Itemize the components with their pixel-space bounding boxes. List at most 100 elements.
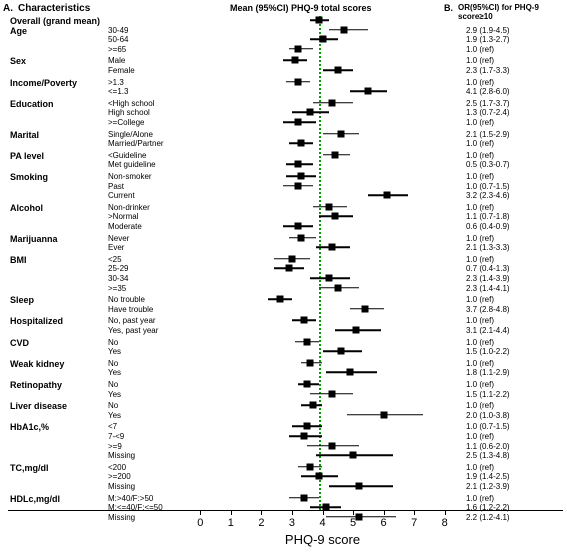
level-label: Male bbox=[108, 56, 125, 65]
or-value: 1.0 (ref) bbox=[466, 203, 494, 212]
group-retinopathy: Retinopathy bbox=[10, 380, 62, 390]
point-estimate bbox=[328, 442, 335, 449]
level-label: Have trouble bbox=[108, 305, 153, 314]
or-value: 1.0 (ref) bbox=[466, 78, 494, 87]
point-estimate bbox=[331, 151, 338, 158]
point-estimate bbox=[334, 284, 341, 291]
or-value: 1.0 (0.7-1.5) bbox=[466, 422, 510, 431]
level-label: Moderate bbox=[108, 222, 142, 231]
x-tick-label: 3 bbox=[289, 517, 295, 529]
or-value: 2.3 (1.4-4.1) bbox=[466, 284, 510, 293]
level-label: Non-smoker bbox=[108, 172, 152, 181]
point-estimate bbox=[304, 423, 311, 430]
or-value: 1.0 (ref) bbox=[466, 338, 494, 347]
or-value: 2.1 (1.3-3.3) bbox=[466, 243, 510, 252]
x-tick bbox=[414, 510, 415, 515]
point-estimate bbox=[295, 223, 302, 230]
or-value: 1.0 (ref) bbox=[466, 359, 494, 368]
group-marital: Marital bbox=[10, 130, 39, 140]
or-value: 1.0 (ref) bbox=[466, 45, 494, 54]
level-label: Current bbox=[108, 191, 135, 200]
or-value: 1.0 (ref) bbox=[466, 56, 494, 65]
x-tick-label: 5 bbox=[350, 517, 356, 529]
point-estimate bbox=[288, 255, 295, 262]
group-smoking: Smoking bbox=[10, 172, 48, 182]
point-estimate bbox=[328, 99, 335, 106]
or-value: 1.0 (ref) bbox=[466, 494, 494, 503]
level-label: Non-drinker bbox=[108, 203, 150, 212]
or-value: 0.7 (0.4-1.3) bbox=[466, 264, 510, 273]
or-value: 1.0 (ref) bbox=[466, 255, 494, 264]
level-label: <25 bbox=[108, 255, 122, 264]
point-estimate bbox=[325, 203, 332, 210]
point-estimate bbox=[340, 26, 347, 33]
or-value: 3.1 (2.1-4.4) bbox=[466, 326, 510, 335]
point-estimate bbox=[365, 88, 372, 95]
x-tick bbox=[200, 510, 201, 515]
x-tick-label: 0 bbox=[197, 517, 203, 529]
or-value: 2.5 (1.3-4.8) bbox=[466, 451, 510, 460]
point-estimate bbox=[350, 452, 357, 459]
x-tick-label: 7 bbox=[411, 517, 417, 529]
level-label: No bbox=[108, 359, 118, 368]
level-label: No bbox=[108, 380, 118, 389]
or-value: 2.3 (1.7-3.3) bbox=[466, 66, 510, 75]
or-value: 1.0 (ref) bbox=[466, 295, 494, 304]
point-estimate bbox=[307, 109, 314, 116]
group-sex: Sex bbox=[10, 56, 26, 66]
or-value: 1.5 (1.1-2.2) bbox=[466, 390, 510, 399]
level-label: No trouble bbox=[108, 295, 145, 304]
level-label: High school bbox=[108, 108, 150, 117]
or-value: 1.9 (1.3-2.7) bbox=[466, 35, 510, 44]
level-label: Yes bbox=[108, 411, 121, 420]
group-education: Education bbox=[10, 99, 54, 109]
or-value: 1.8 (1.1-2.9) bbox=[466, 368, 510, 377]
point-estimate bbox=[316, 473, 323, 480]
or-value: 1.0 (ref) bbox=[466, 380, 494, 389]
group-marijuanna: Marijuanna bbox=[10, 234, 58, 244]
x-tick bbox=[445, 510, 446, 515]
point-estimate bbox=[334, 67, 341, 74]
or-value: 4.1 (2.8-6.0) bbox=[466, 87, 510, 96]
level-label: Yes bbox=[108, 347, 121, 356]
point-estimate bbox=[295, 161, 302, 168]
point-estimate bbox=[356, 513, 363, 520]
level-label: Missing bbox=[108, 451, 135, 460]
point-estimate bbox=[298, 234, 305, 241]
level-label: >=9 bbox=[108, 442, 122, 451]
mean-header: Mean (95%CI) PHQ-9 total scores bbox=[230, 3, 372, 13]
point-estimate bbox=[301, 494, 308, 501]
or-header: OR(95%CI) for PHQ-9 score≥10 bbox=[458, 3, 567, 21]
group-income-poverty: Income/Poverty bbox=[10, 78, 77, 88]
or-value: 2.1 (1.2-3.9) bbox=[466, 482, 510, 491]
panel-b-label: B. bbox=[444, 3, 453, 13]
or-value: 3.2 (2.3-4.6) bbox=[466, 191, 510, 200]
point-estimate bbox=[337, 348, 344, 355]
or-value: 1.0 (ref) bbox=[466, 151, 494, 160]
level-label: <High school bbox=[108, 99, 154, 108]
x-tick bbox=[323, 510, 324, 515]
point-estimate bbox=[292, 57, 299, 64]
group-weak-kidney: Weak kidney bbox=[10, 359, 64, 369]
level-label: Yes bbox=[108, 368, 121, 377]
point-estimate bbox=[307, 359, 314, 366]
or-value: 0.6 (0.4-0.9) bbox=[466, 222, 510, 231]
point-estimate bbox=[310, 402, 317, 409]
point-estimate bbox=[380, 411, 387, 418]
point-estimate bbox=[276, 296, 283, 303]
point-estimate bbox=[353, 327, 360, 334]
group-tc-mg-dl: TC,mg/dl bbox=[10, 463, 49, 473]
group-age: Age bbox=[10, 26, 27, 36]
or-value: 1.3 (0.7-2.4) bbox=[466, 108, 510, 117]
level-label: >1.3 bbox=[108, 78, 124, 87]
level-label: <=1.3 bbox=[108, 87, 128, 96]
or-value: 2.0 (1.0-3.8) bbox=[466, 411, 510, 420]
point-estimate bbox=[347, 369, 354, 376]
overall-label: Overall (grand mean) bbox=[10, 16, 100, 26]
group-cvd: CVD bbox=[10, 338, 29, 348]
x-tick-label: 8 bbox=[442, 517, 448, 529]
level-label: Met guideline bbox=[108, 160, 156, 169]
forest-plot-container: { "layout": { "width": 567, "height": 55… bbox=[0, 0, 567, 552]
point-estimate bbox=[316, 17, 323, 24]
level-label: <200 bbox=[108, 463, 126, 472]
